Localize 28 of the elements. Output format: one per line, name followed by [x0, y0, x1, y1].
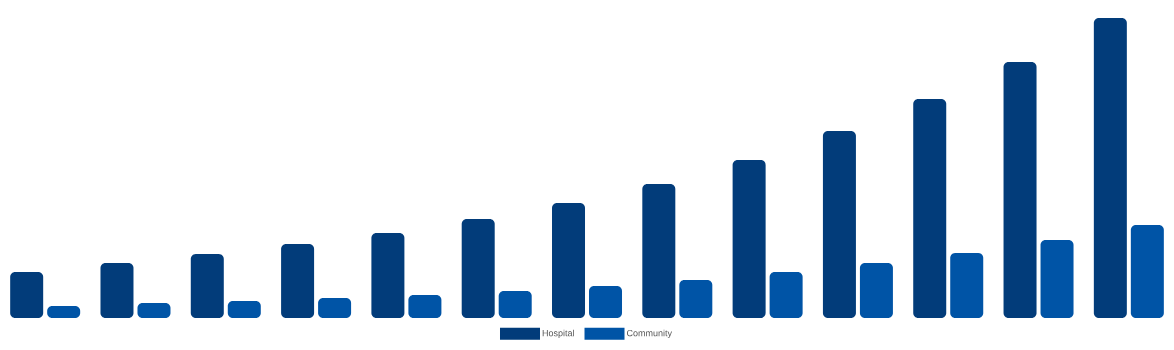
- bar: [318, 297, 352, 318]
- bar: [1093, 17, 1127, 318]
- bar: [552, 203, 586, 318]
- bar: [281, 243, 315, 318]
- bar: [227, 300, 261, 318]
- bar: [913, 98, 947, 318]
- bar: [1040, 239, 1074, 318]
- bar: [642, 183, 676, 318]
- bar: [1003, 62, 1037, 318]
- bar: [769, 272, 803, 318]
- bar: [408, 294, 442, 318]
- bar: [732, 159, 766, 318]
- bar: [371, 233, 405, 318]
- bar: [859, 263, 893, 318]
- bar: [679, 279, 713, 318]
- legend-label: Hospital: [542, 329, 574, 339]
- bar: [190, 254, 224, 318]
- bar: [100, 263, 134, 318]
- bar: [950, 252, 984, 318]
- bar: [137, 302, 171, 318]
- bar: [47, 305, 81, 318]
- bar: [589, 285, 623, 318]
- bar: [10, 272, 44, 318]
- bar: [1130, 224, 1164, 318]
- bar: [461, 218, 495, 318]
- legend-label: Community: [626, 329, 672, 339]
- bar: [822, 131, 856, 318]
- bar: [498, 290, 532, 318]
